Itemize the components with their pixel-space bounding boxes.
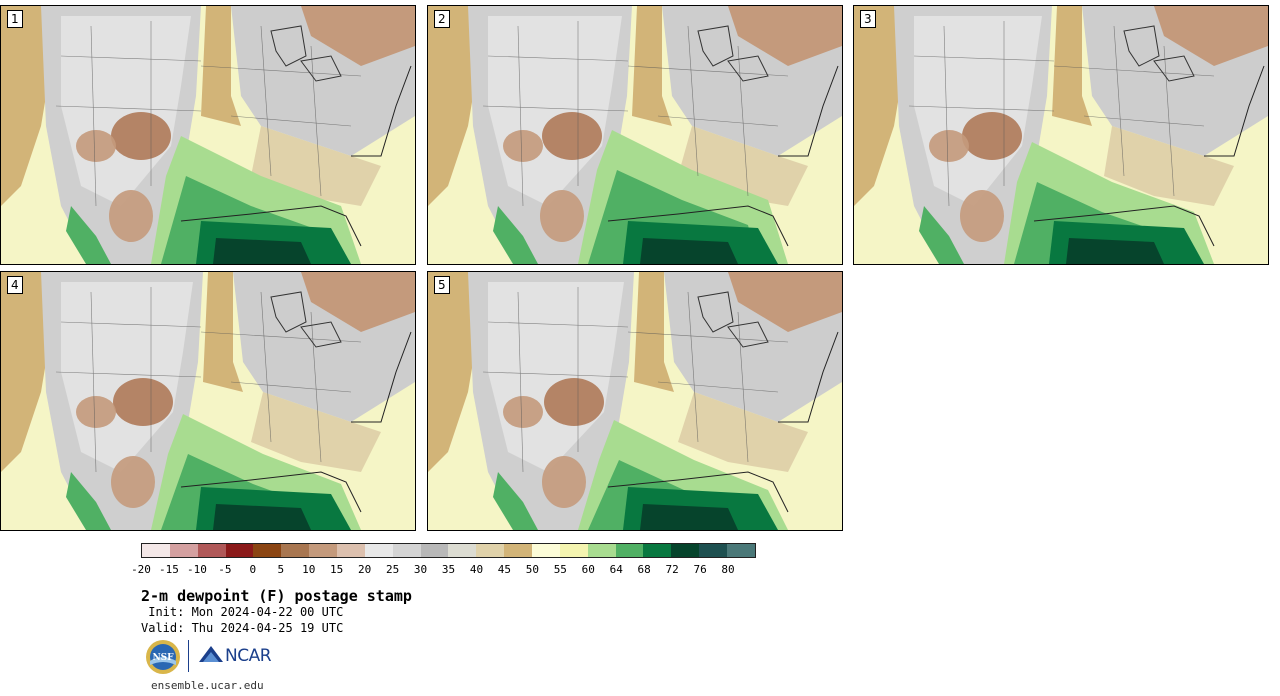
colorbar-tick: 15: [330, 563, 344, 576]
logo-divider: [188, 640, 189, 672]
colorbar-tick: -10: [186, 563, 207, 576]
ncar-logo-text: NCAR: [225, 646, 272, 666]
colorbar-tick: 5: [277, 563, 285, 576]
colorbar-ticks: -20 -15 -10 -5 0 5 10 15 20 25 30 35 40 45 50 55 60 64 68 7…: [131, 563, 756, 577]
member-label-3: 3: [860, 10, 876, 28]
map-panel-2: 2: [427, 5, 843, 265]
dewpoint-map-5: [428, 272, 842, 530]
colorbar-cell: [225, 544, 254, 557]
colorbar-cell: [671, 544, 700, 557]
colorbar-cell: [727, 544, 755, 557]
colorbar-tick: 50: [525, 563, 539, 576]
dewpoint-map-2: [428, 6, 842, 264]
colorbar-tick: 40: [469, 563, 484, 576]
colorbar-cell: [476, 544, 505, 557]
colorbar-tick: 68: [637, 563, 651, 576]
colorbar-tick: 76: [693, 563, 707, 576]
nsf-logo-text: NSF: [152, 653, 174, 663]
ncar-logo-icon: [199, 646, 223, 662]
colorbar-cell: [169, 544, 198, 557]
colorbar-cell: [142, 544, 170, 557]
colorbar-tick: -20: [131, 563, 151, 576]
colorbar-cell: [337, 544, 365, 557]
colorbar-cell: [364, 544, 393, 557]
colorbar-cell: [281, 544, 310, 557]
init-time: Init: Mon 2024-04-22 00 UTC: [141, 605, 344, 619]
colorbar-tick: 10: [302, 563, 316, 576]
colorbar-cell: [587, 544, 616, 557]
chart-title: 2-m dewpoint (F) postage stamp: [141, 587, 412, 605]
colorbar-cell: [559, 544, 588, 557]
member-label-2: 2: [434, 10, 450, 28]
colorbar-cell: [253, 544, 282, 557]
dewpoint-map-1: [1, 6, 415, 264]
colorbar-tick: -15: [159, 563, 179, 576]
colorbar-tick: 30: [413, 563, 428, 576]
colorbar-tick: -5: [218, 563, 232, 576]
colorbar-cell: [420, 544, 449, 557]
nsf-logo-icon: NSF: [146, 640, 180, 674]
colorbar-tick: 20: [358, 563, 372, 576]
colorbar-tick: 0: [249, 563, 257, 576]
member-label-4: 4: [7, 276, 23, 294]
colorbar-cell: [392, 544, 421, 557]
map-panel-3: 3: [853, 5, 1269, 265]
colorbar-cell: [309, 544, 338, 557]
colorbar: [141, 543, 756, 558]
site-url: ensemble.ucar.edu: [151, 679, 264, 692]
map-panel-5: 5: [427, 271, 843, 531]
colorbar-tick: 25: [385, 563, 400, 576]
member-label-5: 5: [434, 276, 450, 294]
colorbar-cell: [615, 544, 644, 557]
map-panel-1: 1: [0, 5, 416, 265]
colorbar-tick: 35: [441, 563, 456, 576]
colorbar-cell: [197, 544, 226, 557]
colorbar-cell: [643, 544, 672, 557]
colorbar-cell: [504, 544, 533, 557]
member-label-1: 1: [7, 10, 23, 28]
colorbar-tick: 55: [553, 563, 567, 576]
colorbar-tick: 64: [609, 563, 623, 576]
colorbar-cell: [532, 544, 560, 557]
colorbar-cell: [448, 544, 477, 557]
dewpoint-map-4: [1, 272, 415, 530]
map-panel-4: 4: [0, 271, 416, 531]
colorbar-tick: 72: [665, 563, 679, 576]
valid-time: Valid: Thu 2024-04-25 19 UTC: [141, 621, 344, 635]
colorbar-tick: 60: [581, 563, 595, 576]
dewpoint-map-3: [854, 6, 1268, 264]
colorbar-tick: 45: [497, 563, 512, 576]
colorbar-cell: [699, 544, 728, 557]
colorbar-tick: 80: [721, 563, 735, 576]
